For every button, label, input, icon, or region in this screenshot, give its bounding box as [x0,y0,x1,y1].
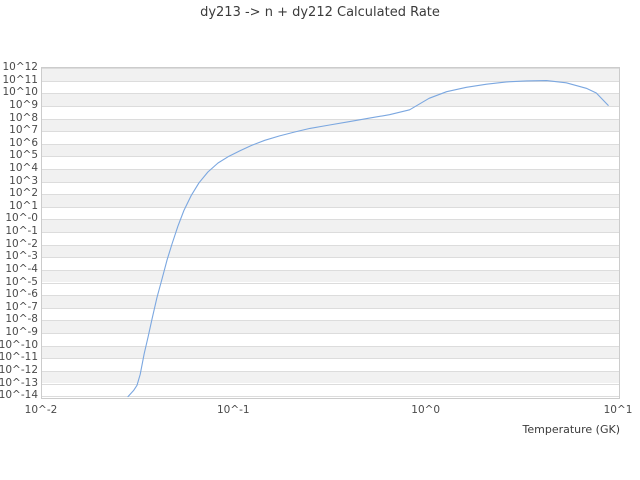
y-gridline [42,169,619,170]
y-gridline [42,232,619,234]
y-gridline [42,358,619,360]
y-tick-label: 10^-12 [0,363,38,376]
rate-curve-svg [127,80,609,398]
chart-title: dy213 -> n + dy212 Calculated Rate [200,5,440,20]
y-gridline [42,383,619,385]
y-gridline [42,80,619,82]
y-tick-label: 10^-0 [5,212,38,225]
y-tick-label: 10^-2 [5,237,38,250]
decade-band [42,295,619,308]
decade-band [42,219,619,232]
x-axis-label: Temperature (GK) [522,423,621,436]
x-tick-label: 10^1 [603,404,633,416]
y-gridline [42,219,619,221]
y-gridline [42,257,619,259]
decade-band [42,143,619,157]
y-gridline [42,295,619,297]
rate-curve-line [127,80,609,398]
y-gridline [42,320,619,322]
y-tick-label: 10^7 [9,124,38,137]
y-gridline [42,156,619,158]
y-gridline [42,131,619,133]
plot-canvas [42,68,619,398]
y-tick-label: 10^2 [9,187,38,200]
y-gridline [42,396,619,398]
y-tick-label: 10^9 [9,98,38,111]
y-tick-label: 10^5 [9,149,38,162]
y-gridline [42,206,619,208]
y-tick-label: 10^-4 [5,262,38,275]
y-gridline [42,269,619,271]
x-tick-label: 10^0 [411,404,441,416]
decade-band [42,194,619,207]
y-tick-label: 10^-8 [5,313,38,326]
y-tick-label: 10^6 [9,136,38,149]
y-gridline [42,282,619,284]
x-axis-tick-labels: 10^-2 10^-1 10^0 10^1 [0,404,640,418]
y-tick-label: 10^-13 [0,376,38,389]
y-tick-label: 10^4 [9,162,38,174]
decade-band [42,370,619,384]
y-axis-tick-labels: 10^12 10^11 10^10 10^9 10^8 10^7 10^6 10^5 10^4 1… [0,62,38,402]
y-tick-label: 10^11 [2,73,38,86]
y-tick-label: 10^-5 [5,275,38,288]
y-tick-label: 10^-1 [5,225,38,238]
y-gridline [42,370,619,372]
y-gridline [42,244,619,246]
y-gridline [42,181,619,183]
decade-band [42,269,619,283]
y-gridline [42,194,619,196]
decade-band [42,169,619,182]
decade-band [42,93,619,106]
y-tick-label: 10^12 [2,61,38,73]
y-tick-label: 10^-6 [5,288,38,301]
x-tick-label: 10^-2 [24,404,58,416]
y-gridline [42,143,619,145]
y-tick-label: 10^-10 [0,338,38,351]
y-tick-label: 10^3 [9,174,38,187]
y-tick-label: 10^-11 [0,351,38,364]
y-tick-label: 10^-14 [0,389,38,402]
decade-band [42,244,619,258]
y-gridline [42,307,619,309]
y-tick-label: 10^-3 [5,250,38,263]
y-tick-label: 10^-7 [5,300,38,313]
y-gridline [42,105,619,107]
y-gridline [42,345,619,347]
y-tick-label: 10^8 [9,111,38,124]
y-tick-label: 10^1 [9,199,38,212]
y-gridline [42,118,619,120]
decade-band [42,345,619,359]
x-tick-label: 10^-1 [216,404,250,416]
decade-band [42,68,619,81]
plot-area [41,67,620,399]
y-gridline [42,68,619,69]
decade-band [42,320,619,333]
y-gridline [42,333,619,334]
y-gridline [42,93,619,95]
y-tick-label: 10^-9 [5,326,38,338]
y-tick-label: 10^10 [2,86,38,99]
